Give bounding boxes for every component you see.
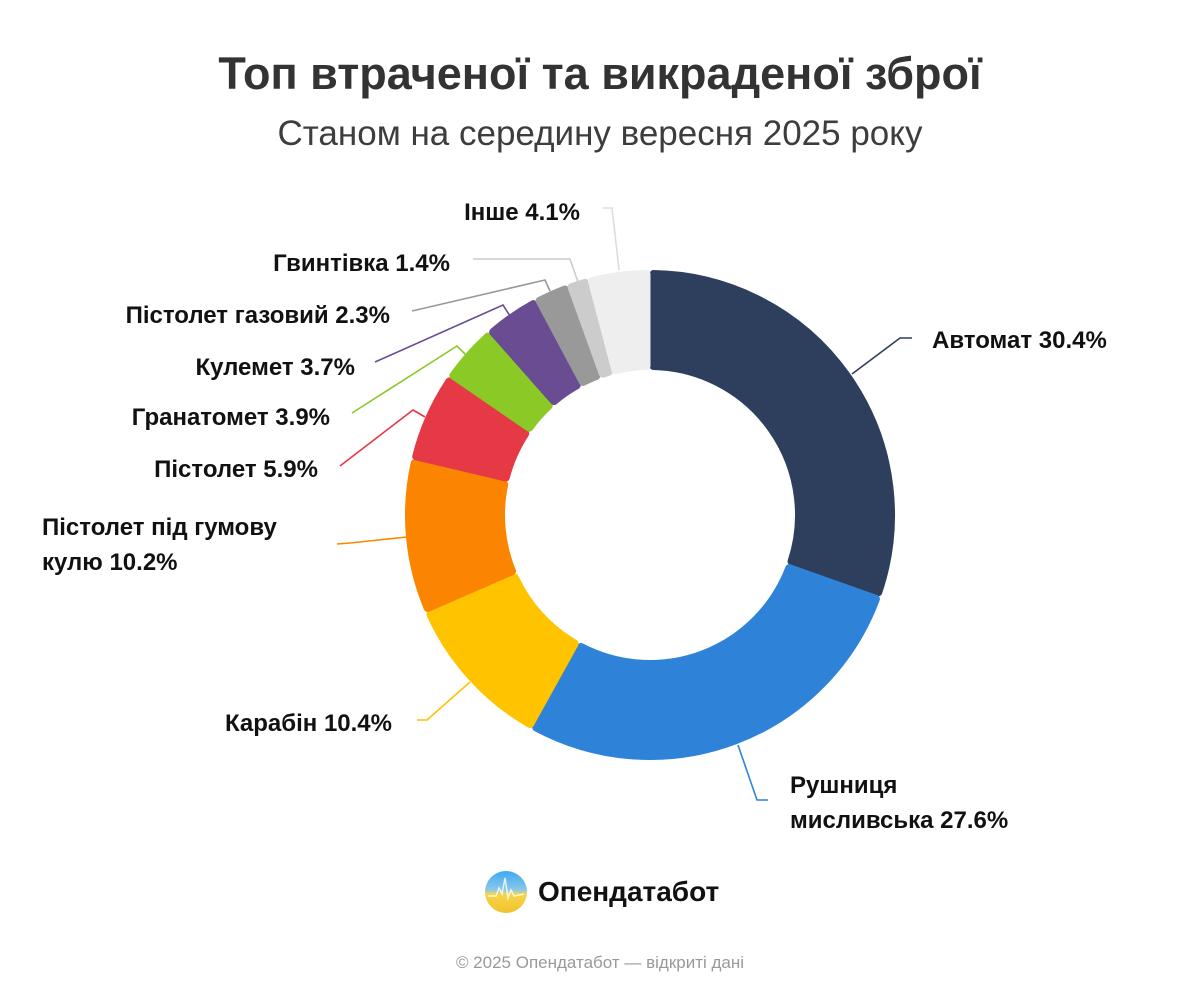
chart-title: Топ втраченої та викраденої зброї (218, 48, 982, 99)
data-label-line: кулю 10.2% (42, 549, 178, 576)
leader-line (473, 258, 579, 283)
data-label-line: Інше 4.1% (464, 199, 580, 226)
data-label-line: Пістолет газовий 2.3% (125, 302, 390, 329)
leader-line (336, 536, 408, 545)
leader-line (603, 207, 620, 271)
data-label-line: Карабін 10.4% (224, 710, 392, 737)
donut-slice[interactable] (405, 459, 517, 612)
data-label: Інше 4.1% (464, 195, 580, 230)
donut-slice[interactable] (426, 573, 579, 729)
donut-slice[interactable] (412, 377, 530, 482)
data-label: Пістолет газовий 2.3% (126, 298, 390, 333)
donut-slice[interactable] (449, 332, 553, 432)
data-label-line: Автомат 30.4% (932, 327, 1107, 354)
donut-slice[interactable] (587, 270, 651, 375)
brand-name: Опендатабот (538, 876, 720, 907)
data-label: Рушниця мисливська 27.6% (790, 768, 1008, 838)
leader-line (851, 337, 912, 375)
data-label-line: Гвинтівка 1.4% (273, 250, 450, 277)
opendatabot-logo-icon (485, 871, 527, 913)
footer-copyright: © 2025 Опендатабот — відкриті дані (455, 953, 745, 972)
data-label-line: Кулемет 3.7% (195, 354, 355, 381)
data-label: Кулемет 3.7% (195, 350, 355, 385)
data-label-line: Пістолет 5.9% (154, 456, 318, 483)
leader-line (411, 279, 551, 312)
data-label: Гранатомет 3.9% (132, 400, 330, 435)
data-label: Карабін 10.4% (225, 706, 392, 741)
donut-slice[interactable] (649, 270, 895, 597)
leader-line (351, 344, 467, 414)
data-label-line: Пістолет під гумову (42, 514, 277, 541)
chart-subtitle: Станом на середину вересня 2025 року (277, 114, 923, 153)
brand-logo: Опендатабот (484, 870, 719, 914)
data-label: Пістолет під гумову кулю 10.2% (42, 510, 277, 580)
donut-slice[interactable] (532, 564, 880, 760)
data-label-line: Гранатомет 3.9% (131, 404, 330, 431)
data-label-line: мисливська 27.6% (790, 807, 1009, 834)
donut-slice[interactable] (535, 285, 601, 386)
data-label: Пістолет 5.9% (154, 452, 318, 487)
leader-line (374, 303, 511, 363)
leader-line (737, 744, 768, 801)
donut-slice[interactable] (489, 300, 581, 406)
data-label: Гвинтівка 1.4% (273, 246, 450, 281)
data-label-line: Рушниця (790, 772, 898, 799)
data-label: Автомат 30.4% (932, 323, 1107, 358)
donut-slice[interactable] (567, 278, 613, 378)
leader-line (417, 681, 471, 721)
leader-line (339, 409, 426, 467)
